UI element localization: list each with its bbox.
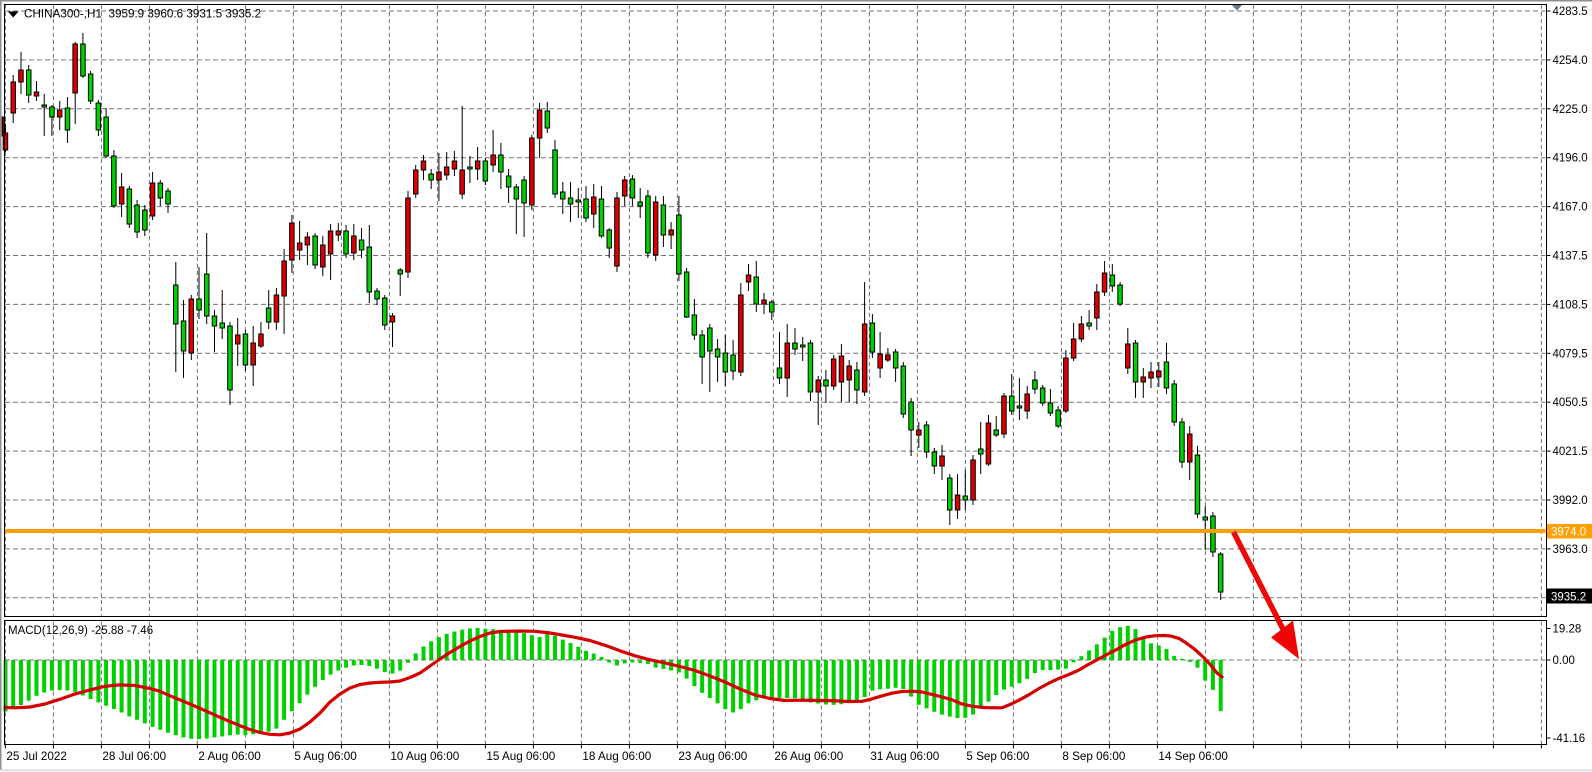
svg-text:15 Aug 06:00: 15 Aug 06:00 — [486, 750, 555, 763]
svg-text:4137.5: 4137.5 — [1553, 251, 1588, 263]
svg-text:2 Aug 06:00: 2 Aug 06:00 — [198, 750, 261, 763]
svg-text:26 Aug 06:00: 26 Aug 06:00 — [774, 750, 843, 763]
svg-text:3974.0: 3974.0 — [1551, 527, 1586, 539]
svg-text:4283.5: 4283.5 — [1553, 6, 1588, 18]
svg-text:4050.5: 4050.5 — [1553, 397, 1588, 409]
svg-text:0.00: 0.00 — [1553, 655, 1575, 667]
svg-text:14 Sep 06:00: 14 Sep 06:00 — [1158, 750, 1228, 763]
svg-text:5 Sep 06:00: 5 Sep 06:00 — [966, 750, 1030, 763]
svg-text:4225.0: 4225.0 — [1553, 104, 1588, 116]
svg-text:-41.16: -41.16 — [1553, 733, 1586, 745]
svg-text:31 Aug 06:00: 31 Aug 06:00 — [870, 750, 939, 763]
svg-text:4108.5: 4108.5 — [1553, 299, 1588, 311]
svg-text:4254.0: 4254.0 — [1553, 55, 1588, 67]
svg-text:MACD(12,26,9) -25.88 -7.46: MACD(12,26,9) -25.88 -7.46 — [8, 625, 153, 637]
svg-text:8 Sep 06:00: 8 Sep 06:00 — [1062, 750, 1126, 763]
svg-text:4167.0: 4167.0 — [1553, 202, 1588, 214]
svg-text:4079.5: 4079.5 — [1553, 348, 1588, 360]
svg-text:3992.0: 3992.0 — [1553, 495, 1588, 507]
svg-text:18 Aug 06:00: 18 Aug 06:00 — [582, 750, 651, 763]
svg-text:25 Jul 2022: 25 Jul 2022 — [6, 750, 66, 763]
svg-text:10 Aug 06:00: 10 Aug 06:00 — [390, 750, 459, 763]
svg-text:5 Aug 06:00: 5 Aug 06:00 — [294, 750, 357, 763]
svg-text:4021.5: 4021.5 — [1553, 446, 1588, 458]
svg-text:4196.0: 4196.0 — [1553, 153, 1588, 165]
svg-text:28 Jul 06:00: 28 Jul 06:00 — [102, 750, 166, 763]
svg-text:23 Aug 06:00: 23 Aug 06:00 — [678, 750, 747, 763]
svg-text:3963.0: 3963.0 — [1553, 544, 1588, 556]
svg-text:19.28: 19.28 — [1553, 624, 1582, 636]
svg-text:3935.2: 3935.2 — [1551, 592, 1586, 604]
svg-text:CHINA300-,H1 3959.9 3960.6 39: CHINA300-,H1 3959.9 3960.6 3931.5 3935.2 — [24, 8, 261, 21]
